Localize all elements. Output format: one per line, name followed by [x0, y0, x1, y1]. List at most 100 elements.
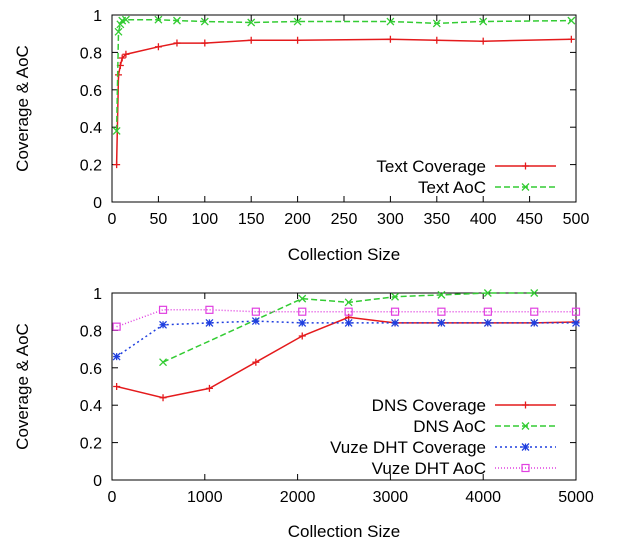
data-point — [567, 16, 576, 25]
legend-label: Vuze DHT AoC — [372, 459, 486, 478]
data-point — [154, 43, 162, 51]
data-point — [391, 292, 399, 301]
y-tick-label: 0.4 — [80, 398, 102, 415]
y-tick-label: 1 — [93, 286, 102, 303]
chart-panel-1: 0 50 100 150 200 250 300 350 400 450 500 0 0.2 0.4 0.6… — [13, 8, 589, 264]
data-point — [114, 71, 122, 79]
data-point — [112, 322, 121, 331]
data-point — [205, 384, 213, 392]
y-tick-label: 0 — [93, 473, 102, 490]
y-axis-label: Coverage & AoC — [13, 45, 32, 172]
data-point — [572, 318, 580, 327]
data-point — [251, 317, 260, 326]
data-point — [521, 463, 530, 473]
data-point — [386, 35, 394, 43]
data-point — [483, 289, 492, 297]
data-point — [521, 183, 530, 191]
x-tick-label: 4000 — [465, 489, 501, 506]
data-point — [173, 16, 181, 25]
x-tick-label: 3000 — [373, 489, 409, 506]
x-tick-label: 400 — [470, 211, 497, 228]
legend-entry: Vuze DHT AoC — [372, 459, 556, 478]
data-point — [298, 294, 307, 303]
data-point — [294, 36, 302, 44]
y-tick-label: 0.4 — [80, 120, 102, 137]
legend-entry: DNS AoC — [413, 417, 556, 436]
data-point — [298, 318, 307, 327]
data-point — [205, 318, 214, 327]
x-tick-label: 100 — [191, 211, 218, 228]
x-tick-label: 250 — [331, 211, 358, 228]
y-axis-label: Coverage & AoC — [13, 323, 32, 450]
data-point — [112, 352, 121, 361]
y-tick-label: 0.6 — [80, 83, 102, 100]
data-point — [567, 35, 575, 43]
data-point — [437, 318, 446, 327]
y-tick-label: 0 — [93, 195, 102, 212]
data-point — [530, 318, 539, 327]
data-point — [521, 422, 530, 430]
data-point — [391, 318, 399, 327]
data-point — [479, 17, 488, 26]
data-point — [522, 401, 529, 409]
legend-label: Text AoC — [418, 178, 486, 197]
data-point — [158, 305, 168, 314]
data-point — [386, 17, 395, 26]
legend-label: DNS Coverage — [372, 396, 486, 415]
series-line — [115, 38, 572, 165]
series-line — [116, 316, 577, 399]
data-point — [433, 36, 441, 44]
x-tick-label: 5000 — [558, 489, 594, 506]
x-axis-label: Collection Size — [288, 522, 400, 541]
data-point — [121, 15, 130, 24]
data-point — [247, 18, 256, 27]
series-text-aoc — [112, 15, 576, 135]
x-tick-label: 2000 — [280, 489, 316, 506]
y-tick-label: 0.2 — [80, 158, 102, 175]
y-tick-label: 1 — [93, 8, 102, 25]
data-point — [159, 394, 167, 402]
data-point — [530, 289, 539, 297]
data-point — [114, 27, 123, 36]
x-tick-label: 200 — [284, 211, 311, 228]
data-point — [112, 126, 121, 135]
data-point — [159, 358, 167, 367]
data-point — [390, 307, 400, 316]
x-tick-label: 300 — [377, 211, 404, 228]
data-point — [483, 318, 492, 327]
data-point — [118, 54, 126, 62]
x-tick-label: 150 — [238, 211, 265, 228]
y-tick-label: 0.6 — [80, 361, 102, 378]
x-tick-label: 50 — [150, 211, 168, 228]
y-tick-label: 0.8 — [80, 323, 102, 340]
x-tick-label: 450 — [516, 211, 543, 228]
legend-label: Vuze DHT Coverage — [330, 438, 486, 457]
chart-panel-2: 0 1000 2000 3000 4000 5000 0 0.2 0.4 0.6 0.8 1 Colle… — [13, 286, 594, 541]
data-point — [483, 307, 492, 316]
legend-entry: Text AoC — [418, 178, 556, 197]
data-point — [205, 305, 214, 314]
series-dns-coverage — [113, 313, 580, 402]
data-point — [437, 307, 446, 316]
data-point — [201, 39, 209, 47]
data-point — [571, 307, 581, 316]
data-point — [344, 298, 353, 307]
series-vuze-dht-coverage — [112, 317, 580, 361]
data-point — [251, 307, 260, 316]
x-tick-label: 0 — [108, 489, 117, 506]
y-tick-label: 0.2 — [80, 436, 102, 453]
data-point — [298, 332, 306, 340]
x-tick-label: 350 — [423, 211, 450, 228]
data-point — [479, 37, 487, 45]
series-vuze-dht-aoc — [112, 305, 581, 331]
legend-entry: DNS Coverage — [372, 396, 556, 415]
data-point — [159, 320, 167, 329]
series-dns-aoc — [159, 289, 539, 367]
data-point — [293, 17, 302, 26]
data-point — [298, 307, 307, 316]
series-line — [116, 320, 576, 358]
data-point — [154, 15, 163, 24]
data-point — [173, 39, 181, 47]
data-point — [344, 307, 353, 316]
